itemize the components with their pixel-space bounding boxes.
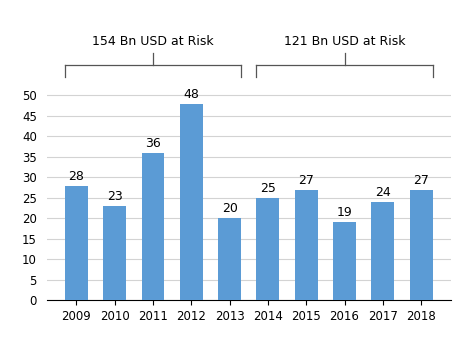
- Bar: [295, 190, 318, 300]
- Bar: [256, 198, 279, 300]
- Text: 27: 27: [299, 174, 314, 187]
- Bar: [372, 202, 394, 300]
- Bar: [218, 218, 241, 300]
- Bar: [103, 206, 126, 300]
- Text: 27: 27: [413, 174, 429, 187]
- Text: 23: 23: [107, 190, 123, 203]
- Text: 20: 20: [222, 202, 238, 216]
- Bar: [333, 222, 356, 300]
- Text: 154 Bn USD at Risk: 154 Bn USD at Risk: [92, 35, 214, 48]
- Text: 19: 19: [337, 206, 352, 220]
- Bar: [180, 104, 203, 300]
- Text: 121 Bn USD at Risk: 121 Bn USD at Risk: [284, 35, 405, 48]
- Text: 48: 48: [183, 88, 199, 101]
- Bar: [65, 186, 88, 300]
- Bar: [141, 153, 165, 300]
- Text: 28: 28: [68, 169, 84, 183]
- Bar: [410, 190, 432, 300]
- Text: 25: 25: [260, 182, 276, 195]
- Text: 36: 36: [145, 137, 161, 150]
- Text: 24: 24: [375, 186, 391, 199]
